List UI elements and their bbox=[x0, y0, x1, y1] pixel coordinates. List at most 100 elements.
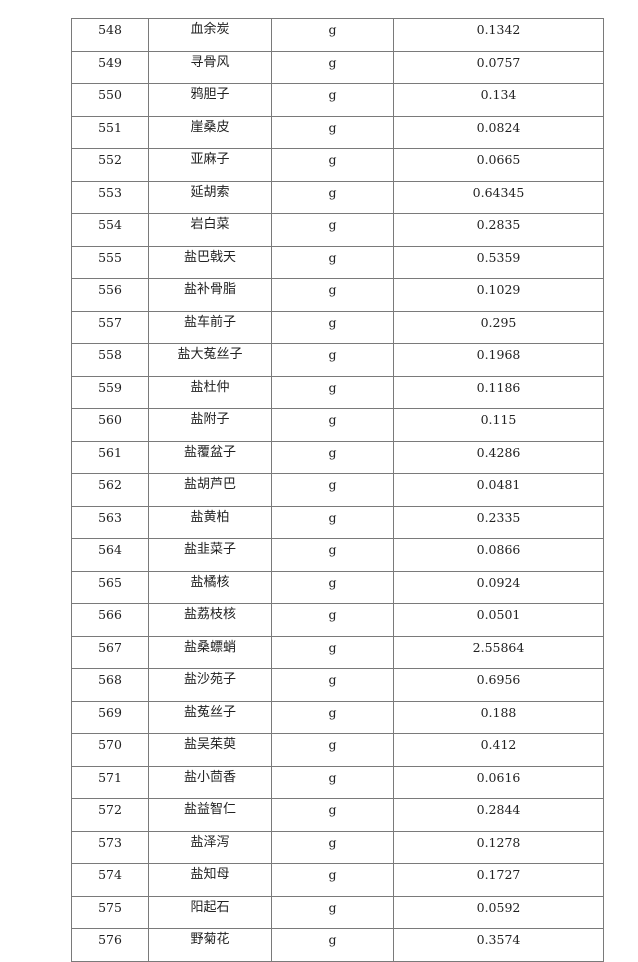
item-name-cell: 盐知母 bbox=[148, 863, 272, 897]
item-name-cell: 盐益智仁 bbox=[148, 798, 272, 832]
unit-cell: g bbox=[271, 310, 394, 344]
item-name-cell: 盐杜仲 bbox=[148, 375, 272, 409]
price-table: 548 血余炭 g 0.1342 549 寻骨风 g 0.0757 550 鸦胆子 g 0.134 55… bbox=[71, 18, 604, 962]
item-name-cell: 岩白菜 bbox=[148, 213, 272, 247]
row-number-cell: 552 bbox=[71, 148, 149, 182]
table-row: 567 盐桑螵蛸 g 2.55864 bbox=[71, 635, 604, 669]
unit-cell: g bbox=[271, 733, 394, 767]
table-body: 548 血余炭 g 0.1342 549 寻骨风 g 0.0757 550 鸦胆子 g 0.134 55… bbox=[71, 18, 604, 962]
unit-cell: g bbox=[271, 180, 394, 214]
row-number-cell: 572 bbox=[71, 798, 149, 832]
row-number-cell: 576 bbox=[71, 928, 149, 962]
value-cell: 2.55864 bbox=[393, 635, 604, 669]
row-number-cell: 557 bbox=[71, 310, 149, 344]
value-cell: 0.6956 bbox=[393, 668, 604, 702]
row-number-cell: 560 bbox=[71, 408, 149, 442]
table-row: 550 鸦胆子 g 0.134 bbox=[71, 83, 604, 117]
table-row: 555 盐巴戟天 g 0.5359 bbox=[71, 245, 604, 279]
row-number-cell: 549 bbox=[71, 50, 149, 84]
row-number-cell: 574 bbox=[71, 863, 149, 897]
row-number-cell: 553 bbox=[71, 180, 149, 214]
item-name-cell: 盐车前子 bbox=[148, 310, 272, 344]
row-number-cell: 568 bbox=[71, 668, 149, 702]
value-cell: 0.64345 bbox=[393, 180, 604, 214]
table-row: 549 寻骨风 g 0.0757 bbox=[71, 50, 604, 84]
row-number-cell: 554 bbox=[71, 213, 149, 247]
table-row: 559 盐杜仲 g 0.1186 bbox=[71, 375, 604, 409]
table-row: 572 盐益智仁 g 0.2844 bbox=[71, 798, 604, 832]
item-name-cell: 盐补骨脂 bbox=[148, 278, 272, 312]
table-row: 565 盐橘核 g 0.0924 bbox=[71, 570, 604, 604]
item-name-cell: 寻骨风 bbox=[148, 50, 272, 84]
item-name-cell: 亚麻子 bbox=[148, 148, 272, 182]
item-name-cell: 盐泽泻 bbox=[148, 830, 272, 864]
value-cell: 0.0665 bbox=[393, 148, 604, 182]
value-cell: 0.412 bbox=[393, 733, 604, 767]
table-row: 552 亚麻子 g 0.0665 bbox=[71, 148, 604, 182]
table-row: 566 盐荔枝核 g 0.0501 bbox=[71, 603, 604, 637]
value-cell: 0.0866 bbox=[393, 538, 604, 572]
unit-cell: g bbox=[271, 603, 394, 637]
unit-cell: g bbox=[271, 83, 394, 117]
row-number-cell: 575 bbox=[71, 895, 149, 929]
value-cell: 0.4286 bbox=[393, 440, 604, 474]
item-name-cell: 阳起石 bbox=[148, 895, 272, 929]
row-number-cell: 550 bbox=[71, 83, 149, 117]
item-name-cell: 盐黄柏 bbox=[148, 505, 272, 539]
unit-cell: g bbox=[271, 668, 394, 702]
unit-cell: g bbox=[271, 375, 394, 409]
unit-cell: g bbox=[271, 408, 394, 442]
value-cell: 0.1029 bbox=[393, 278, 604, 312]
item-name-cell: 盐小茴香 bbox=[148, 765, 272, 799]
item-name-cell: 野菊花 bbox=[148, 928, 272, 962]
item-name-cell: 盐桑螵蛸 bbox=[148, 635, 272, 669]
unit-cell: g bbox=[271, 245, 394, 279]
value-cell: 0.1968 bbox=[393, 343, 604, 377]
value-cell: 0.1278 bbox=[393, 830, 604, 864]
value-cell: 0.5359 bbox=[393, 245, 604, 279]
item-name-cell: 盐大菟丝子 bbox=[148, 343, 272, 377]
value-cell: 0.0616 bbox=[393, 765, 604, 799]
row-number-cell: 565 bbox=[71, 570, 149, 604]
item-name-cell: 盐橘核 bbox=[148, 570, 272, 604]
value-cell: 0.0592 bbox=[393, 895, 604, 929]
table-row: 574 盐知母 g 0.1727 bbox=[71, 863, 604, 897]
unit-cell: g bbox=[271, 863, 394, 897]
table-row: 571 盐小茴香 g 0.0616 bbox=[71, 765, 604, 799]
table-row: 557 盐车前子 g 0.295 bbox=[71, 310, 604, 344]
table-row: 575 阳起石 g 0.0592 bbox=[71, 895, 604, 929]
unit-cell: g bbox=[271, 895, 394, 929]
row-number-cell: 571 bbox=[71, 765, 149, 799]
value-cell: 0.2335 bbox=[393, 505, 604, 539]
unit-cell: g bbox=[271, 148, 394, 182]
table-row: 564 盐韭菜子 g 0.0866 bbox=[71, 538, 604, 572]
unit-cell: g bbox=[271, 765, 394, 799]
value-cell: 0.2844 bbox=[393, 798, 604, 832]
unit-cell: g bbox=[271, 928, 394, 962]
row-number-cell: 559 bbox=[71, 375, 149, 409]
unit-cell: g bbox=[271, 700, 394, 734]
unit-cell: g bbox=[271, 635, 394, 669]
unit-cell: g bbox=[271, 213, 394, 247]
row-number-cell: 561 bbox=[71, 440, 149, 474]
table-row: 548 血余炭 g 0.1342 bbox=[71, 18, 604, 52]
table-row: 570 盐吴茱萸 g 0.412 bbox=[71, 733, 604, 767]
table-row: 573 盐泽泻 g 0.1278 bbox=[71, 830, 604, 864]
item-name-cell: 盐巴戟天 bbox=[148, 245, 272, 279]
value-cell: 0.1342 bbox=[393, 18, 604, 52]
unit-cell: g bbox=[271, 50, 394, 84]
item-name-cell: 盐荔枝核 bbox=[148, 603, 272, 637]
value-cell: 0.0501 bbox=[393, 603, 604, 637]
unit-cell: g bbox=[271, 538, 394, 572]
value-cell: 0.1727 bbox=[393, 863, 604, 897]
row-number-cell: 563 bbox=[71, 505, 149, 539]
table-row: 560 盐附子 g 0.115 bbox=[71, 408, 604, 442]
table-row: 568 盐沙苑子 g 0.6956 bbox=[71, 668, 604, 702]
unit-cell: g bbox=[271, 473, 394, 507]
row-number-cell: 562 bbox=[71, 473, 149, 507]
item-name-cell: 盐胡芦巴 bbox=[148, 473, 272, 507]
unit-cell: g bbox=[271, 278, 394, 312]
unit-cell: g bbox=[271, 798, 394, 832]
unit-cell: g bbox=[271, 343, 394, 377]
value-cell: 0.295 bbox=[393, 310, 604, 344]
